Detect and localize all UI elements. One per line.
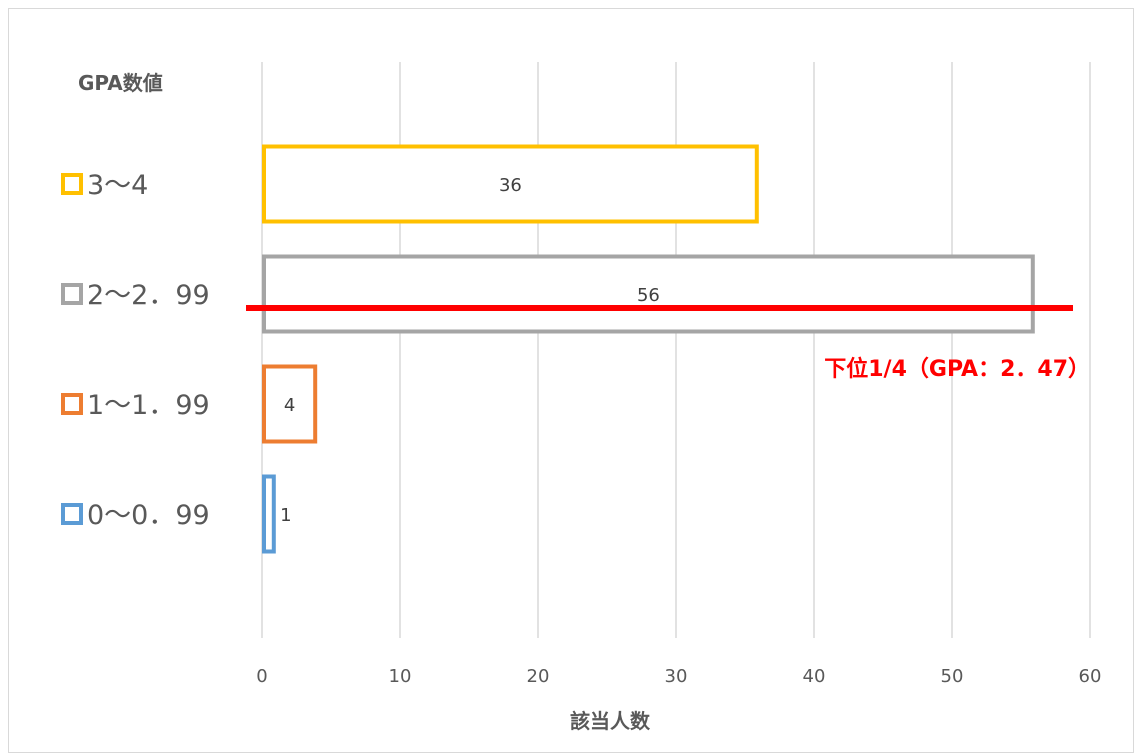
category-text: 0〜0．99 bbox=[87, 500, 210, 531]
data-labels: 36 56 4 1 bbox=[280, 175, 660, 526]
annotation-group: 下位1/4（GPA：2．47） bbox=[246, 305, 1090, 382]
y-axis-title: GPA数値 bbox=[78, 71, 163, 95]
category-text: 1〜1．99 bbox=[87, 390, 210, 421]
x-tick-label: 40 bbox=[803, 666, 826, 687]
data-label: 4 bbox=[284, 395, 295, 416]
legend-swatch bbox=[61, 283, 83, 305]
x-tick-label: 20 bbox=[527, 666, 550, 687]
x-tick-label: 60 bbox=[1079, 666, 1102, 687]
category-text: 3〜4 bbox=[87, 170, 148, 201]
data-label: 56 bbox=[637, 285, 660, 306]
x-tick-labels: 0 10 20 30 40 50 60 bbox=[256, 666, 1101, 687]
category-label-1: 2〜2．99 bbox=[61, 280, 210, 311]
category-labels: 3〜4 2〜2．99 1〜1．99 0〜0．99 bbox=[61, 170, 210, 531]
bar-3 bbox=[262, 474, 276, 554]
x-tick-label: 30 bbox=[665, 666, 688, 687]
legend-swatch bbox=[61, 173, 83, 195]
category-label-3: 0〜0．99 bbox=[61, 500, 210, 531]
bar-1 bbox=[262, 254, 1035, 334]
data-label: 1 bbox=[280, 505, 291, 526]
legend-swatch bbox=[61, 393, 83, 415]
bar-2 bbox=[262, 364, 318, 444]
legend-swatch bbox=[61, 503, 83, 525]
x-tick-label: 50 bbox=[941, 666, 964, 687]
bars bbox=[262, 144, 1035, 554]
data-label: 36 bbox=[499, 175, 522, 196]
x-tick-label: 0 bbox=[256, 666, 267, 687]
annotation-label: 下位1/4（GPA：2．47） bbox=[824, 356, 1090, 382]
bar-0 bbox=[262, 144, 759, 224]
x-tick-label: 10 bbox=[389, 666, 412, 687]
x-axis-title: 該当人数 bbox=[570, 709, 651, 733]
category-label-2: 1〜1．99 bbox=[61, 390, 210, 421]
category-label-0: 3〜4 bbox=[61, 170, 148, 201]
chart-frame bbox=[8, 8, 1134, 753]
category-text: 2〜2．99 bbox=[87, 280, 210, 311]
